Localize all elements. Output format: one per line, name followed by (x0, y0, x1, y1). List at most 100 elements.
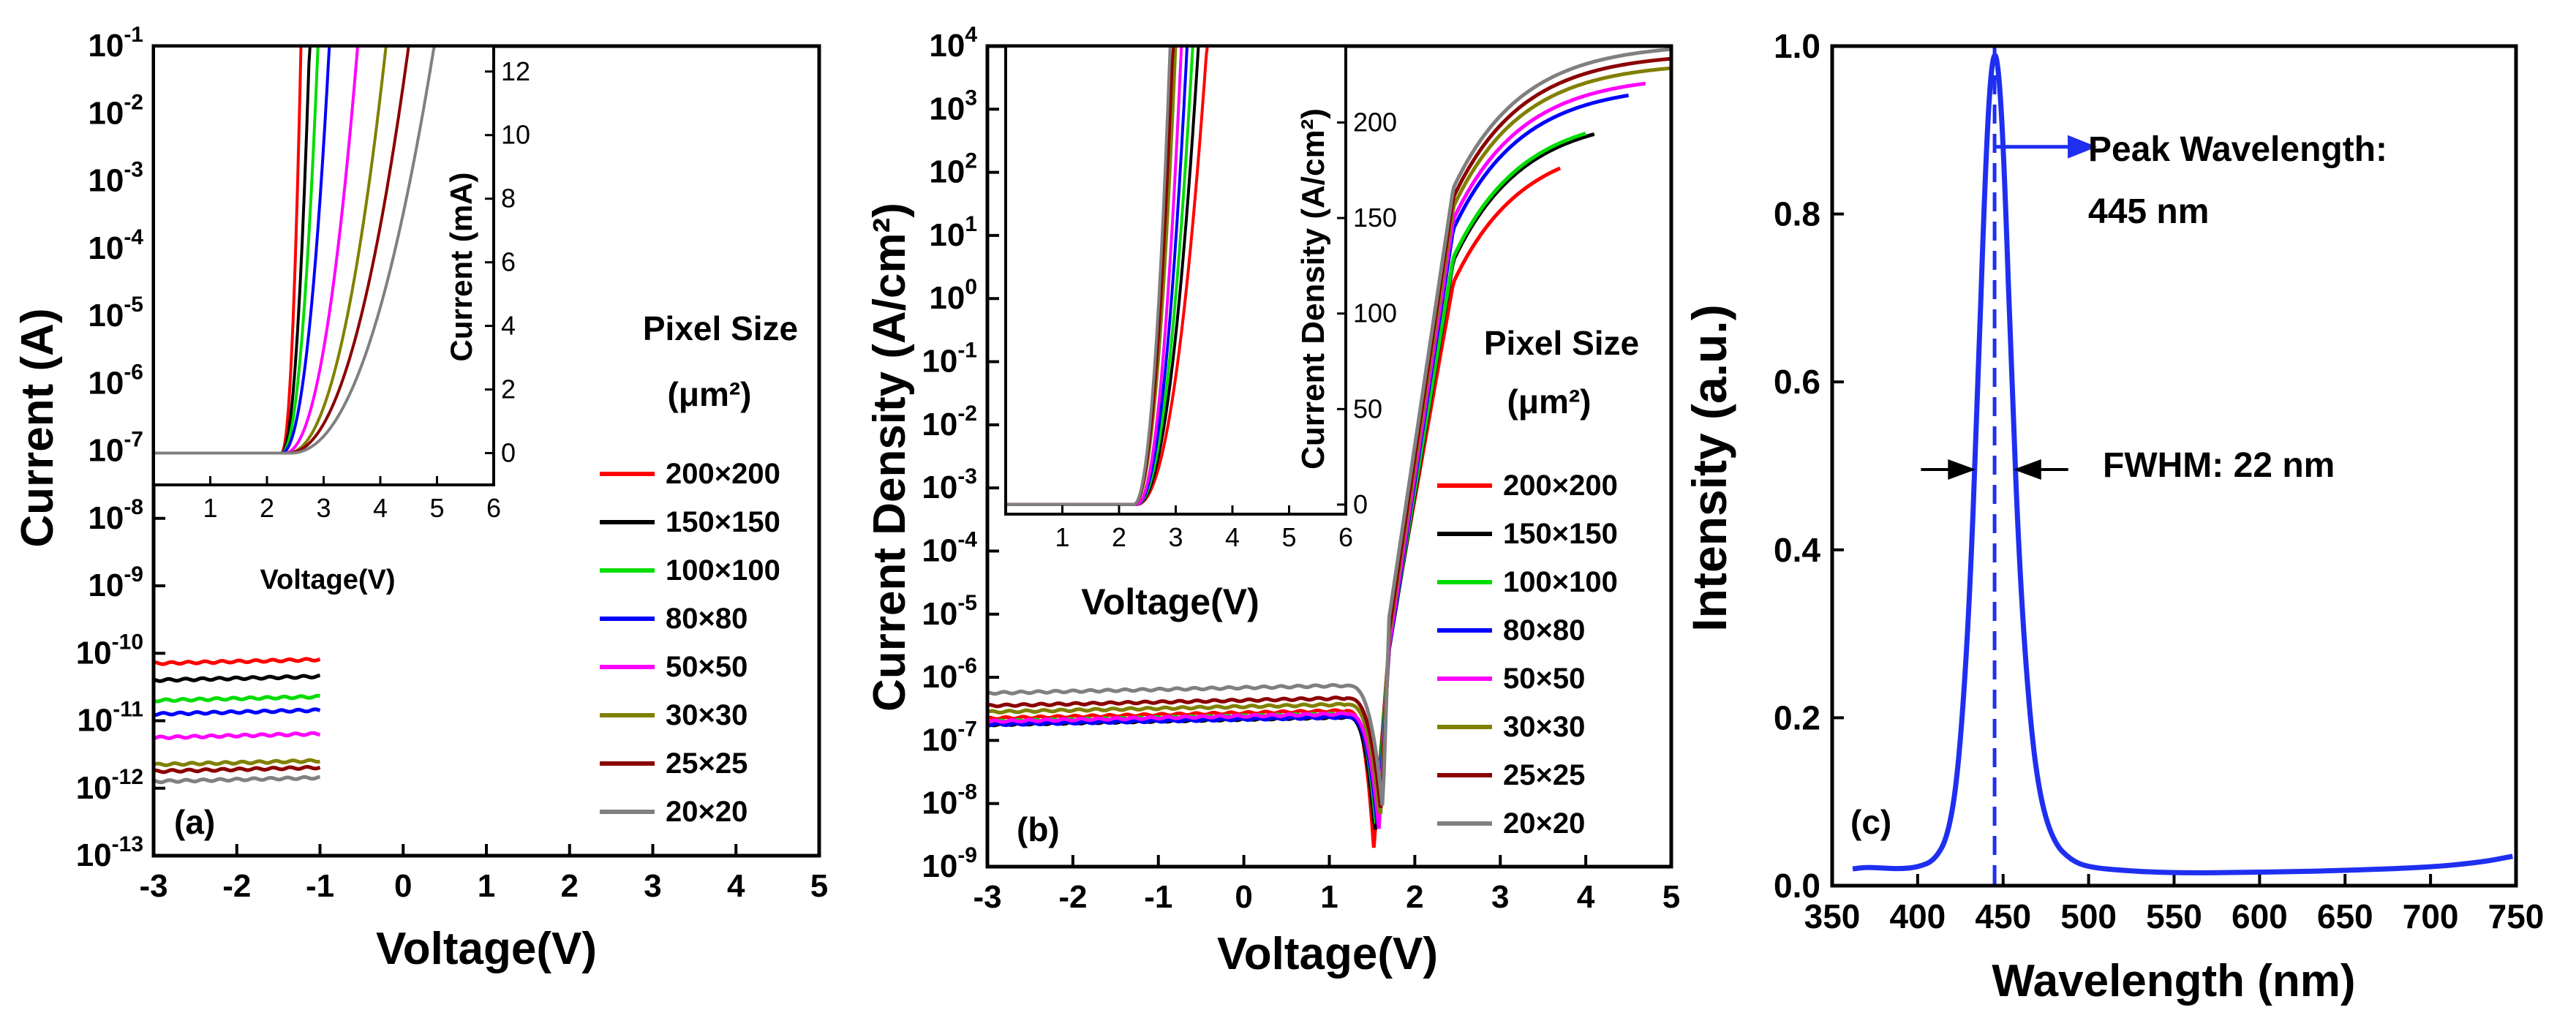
legend-label-50×50: 50×50 (666, 651, 747, 683)
panel-a-ticks: -3 -2 -1 0 1 2 3 4 510-1310-1210-1110-1010-910-8… (76, 23, 829, 904)
panel-c-label: (c) (1850, 803, 1891, 841)
y-tick-label: 10-7 (922, 717, 977, 758)
x-tick-label: -1 (1144, 879, 1172, 915)
y-tick-label: 10-6 (88, 360, 143, 401)
x-tick-label: 350 (1804, 897, 1861, 935)
legend-label-30×30: 30×30 (1503, 711, 1585, 743)
panel-a-xlabel: Voltage(V) (376, 924, 597, 974)
legend-label-25×25: 25×25 (1503, 759, 1585, 791)
inset-x-tick-label: 1 (1055, 522, 1069, 552)
series-line-80×80 (153, 707, 321, 717)
panel-b-inset-ticks: 1 2 3 4 5 60 50 100 150 200 (1055, 107, 1397, 552)
x-tick-label: 400 (1890, 897, 1946, 935)
panel-c-peak-label-line1: Peak Wavelength: (2088, 130, 2387, 169)
legend-label-50×50: 50×50 (1503, 663, 1585, 695)
panel-a-legend: 200×200 150×150 100×100 80×80 50×50 30×30 25×2… (600, 458, 780, 828)
x-tick-label: 5 (1662, 879, 1680, 915)
y-tick-label: 10-8 (88, 495, 143, 536)
panel-b-inset-curves (1006, 45, 1209, 506)
series-line-30×30 (987, 66, 1672, 815)
y-tick-label: 0.6 (1774, 363, 1820, 401)
legend-label-150×150: 150×150 (666, 506, 780, 538)
x-tick-label: -2 (1058, 879, 1087, 915)
x-tick-label: 3 (1491, 879, 1509, 915)
inset-x-tick-label: 5 (1281, 522, 1296, 552)
x-tick-label: 4 (1577, 879, 1595, 915)
y-tick-label: 10-7 (88, 428, 143, 469)
peak-arrow-head (2068, 135, 2098, 159)
inset-x-tick-label: 4 (373, 493, 388, 523)
inset-y-tick-label: 0 (1353, 489, 1368, 519)
inset-x-tick-label: 3 (1168, 522, 1183, 552)
series-line-50×50 (153, 731, 320, 741)
inset-y-tick-label: 50 (1353, 393, 1382, 423)
inset-y-tick-label: 200 (1353, 107, 1397, 137)
inset-x-tick-label: 4 (1225, 522, 1240, 552)
y-tick-label: 10-1 (922, 339, 977, 380)
legend-label-25×25: 25×25 (666, 747, 747, 780)
y-tick-label: 104 (929, 23, 977, 64)
y-tick-label: 10-2 (88, 90, 143, 131)
x-tick-label: 600 (2232, 897, 2288, 935)
x-tick-label: 450 (1975, 897, 2031, 935)
x-tick-label: -3 (973, 879, 1001, 915)
inset-y-tick-label: 6 (501, 247, 516, 277)
panel-b-inset-ylabel: Current Density (A/cm²) (1295, 108, 1331, 470)
y-tick-label: 10-10 (76, 630, 143, 671)
legend-label-100×100: 100×100 (1503, 566, 1618, 598)
inset-y-tick-label: 8 (501, 184, 516, 214)
legend-label-150×150: 150×150 (1503, 518, 1618, 550)
inset-series-line-20×20 (1006, 45, 1172, 506)
y-tick-label: 100 (929, 275, 977, 316)
y-tick-label: 10-11 (77, 698, 143, 739)
y-tick-label: 10-3 (88, 158, 143, 199)
fwhm-arrow-right-head (2013, 459, 2041, 480)
panel-b-chart: -3 -2 -1 0 1 2 3 4 5 10-9 10-8 10-7 10-6 10-5 10-4 10-3… (865, 23, 1680, 979)
panel-c-ticks: 350 400 450 500 550 600 650 700 750 0.0 0.2 0.4 0.6 0… (1774, 27, 2544, 935)
panel-a-curves (153, 657, 321, 785)
x-tick-label: -1 (306, 868, 334, 904)
series-line-50×50 (987, 81, 1646, 829)
panel-b-label: (b) (1017, 810, 1060, 848)
series-line-80×80 (987, 94, 1629, 825)
inset-x-tick-label: 3 (316, 493, 331, 523)
inset-x-tick-label: 2 (260, 493, 274, 523)
inset-y-tick-label: 4 (501, 311, 516, 341)
series-line-20×20 (987, 47, 1672, 806)
panel-c-ylabel: Intensity (a.u.) (1682, 304, 1736, 631)
y-tick-label: 10-9 (922, 843, 977, 884)
legend-label-100×100: 100×100 (666, 554, 780, 587)
x-tick-label: 0 (394, 868, 412, 904)
series-line-150×150 (153, 674, 320, 683)
panel-b-legend: 200×200 150×150 100×100 80×80 50×50 30×30 25×2… (1437, 470, 1618, 840)
x-tick-label: 500 (2060, 897, 2117, 935)
panel-a-inset-curves (154, 45, 437, 455)
panel-b-inset-xlabel: Voltage(V) (1081, 581, 1259, 622)
inset-x-tick-label: 6 (486, 493, 501, 523)
panel-a-inset-xlabel: Voltage(V) (260, 565, 395, 595)
series-line-25×25 (153, 764, 321, 775)
panel-b-inset-frame (1004, 45, 1347, 516)
x-tick-label: -2 (222, 868, 251, 904)
inset-x-tick-label: 1 (203, 493, 217, 523)
x-tick-label: 550 (2146, 897, 2202, 935)
legend-label-30×30: 30×30 (666, 699, 747, 731)
panel-a-label: (a) (174, 803, 215, 841)
inset-series-line-20×20 (154, 45, 437, 455)
x-tick-label: 700 (2403, 897, 2459, 935)
x-tick-label: 2 (561, 868, 579, 904)
y-tick-label: 10-12 (76, 765, 143, 806)
legend-label-80×80: 80×80 (666, 603, 747, 635)
legend-label-80×80: 80×80 (1503, 614, 1585, 647)
inset-y-tick-label: 0 (501, 438, 516, 468)
panel-c-peak-label-line2: 445 nm (2088, 192, 2209, 231)
panel-b-xlabel: Voltage(V) (1217, 929, 1438, 979)
legend-label-20×20: 20×20 (1503, 807, 1585, 840)
panel-b-curves (987, 47, 1672, 848)
panel-a-legend-title: Pixel Size (643, 309, 798, 347)
y-tick-label: 10-5 (88, 293, 143, 333)
inset-y-tick-label: 10 (501, 120, 530, 150)
x-tick-label: 750 (2488, 897, 2545, 935)
legend-label-200×200: 200×200 (666, 458, 780, 490)
